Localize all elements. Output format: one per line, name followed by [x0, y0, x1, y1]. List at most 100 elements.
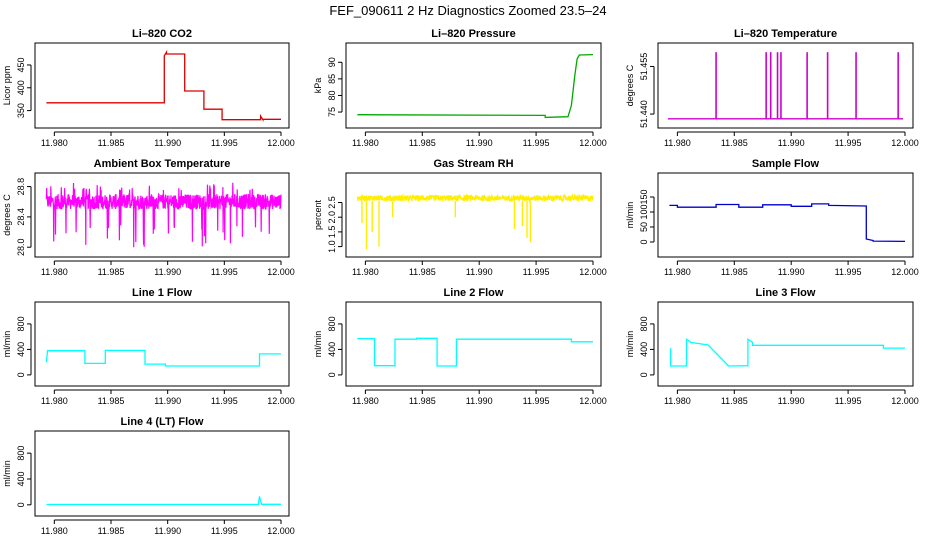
y-tick-label: 51.455 [639, 53, 649, 81]
x-tick-label: 11.990 [154, 526, 181, 536]
x-tick-label: 11.990 [778, 396, 805, 406]
plot-frame [345, 42, 602, 129]
y-tick-label: 28.8 [16, 178, 26, 196]
x-tick-label: 11.985 [409, 138, 436, 148]
plot-frame [34, 430, 290, 517]
y-tick-label: 2.5 [327, 196, 337, 209]
x-tick-label: 11.995 [211, 267, 238, 277]
x-tick-label: 11.995 [211, 526, 238, 536]
x-tick-label: 12.000 [267, 396, 295, 406]
y-axis-label: percent [313, 199, 323, 230]
y-tick-label: 150 [639, 189, 649, 204]
x-tick-label: 11.995 [211, 138, 238, 148]
chart-title: Ambient Box Temperature [94, 158, 231, 170]
plot-frame [657, 172, 914, 258]
y-axis-label: kPa [313, 78, 323, 94]
y-tick-label: 800 [639, 316, 649, 331]
series-noise-band [356, 193, 594, 204]
chart-panel-2: Li–820 Pressure 11.980 11.985 11.990 11.995 1… [313, 28, 607, 148]
y-tick-label: 0 [16, 372, 26, 377]
y-tick-label: 400 [327, 342, 337, 357]
plot-frame [345, 172, 602, 258]
x-tick-label: 11.985 [409, 396, 436, 406]
series-line-1 [669, 203, 906, 243]
chart-panel-10: Line 4 (LT) Flow 11.980 11.985 11.990 11.995… [2, 416, 295, 536]
chart-panel-6: Sample Flow 11.980 11.985 11.990 11.995 12.00… [625, 158, 919, 277]
x-tick-label: 11.990 [154, 396, 181, 406]
series-noise-band [45, 182, 282, 248]
plot-frame [34, 172, 290, 258]
x-tick-label: 11.990 [466, 267, 493, 277]
y-tick-label: 0 [16, 502, 26, 507]
x-tick-label: 11.980 [352, 396, 379, 406]
series-line-1 [357, 53, 594, 119]
y-tick-label: 75 [327, 107, 337, 117]
x-tick-label: 12.000 [267, 138, 295, 148]
series-line-1 [46, 496, 281, 506]
y-tick-label: 1.5 [327, 226, 337, 239]
chart-title: Li–820 Temperature [734, 28, 837, 40]
x-tick-label: 12.000 [579, 138, 607, 148]
x-tick-label: 11.980 [41, 396, 68, 406]
x-tick-label: 11.990 [466, 396, 493, 406]
y-tick-label: 0 [639, 372, 649, 377]
y-axis-label: ml/min [2, 460, 12, 487]
x-tick-label: 11.995 [835, 396, 862, 406]
y-tick-label: 80 [327, 90, 337, 100]
y-tick-label: 400 [16, 342, 26, 357]
y-tick-label: 800 [327, 316, 337, 331]
x-tick-label: 11.980 [352, 267, 379, 277]
chart-panel-3: Li–820 Temperature 11.980 11.985 11.990 11.9… [625, 28, 919, 148]
y-tick-label: 400 [16, 471, 26, 486]
y-axis-label: ml/min [313, 331, 323, 358]
y-tick-label: 400 [16, 80, 26, 95]
y-tick-label: 28.4 [16, 208, 26, 226]
chart-title: Sample Flow [752, 158, 820, 170]
x-tick-label: 11.985 [98, 526, 125, 536]
y-tick-label: 800 [16, 446, 26, 461]
chart-panel-8: Line 2 Flow 11.980 11.985 11.990 11.995 12.00… [313, 287, 607, 406]
x-tick-label: 11.985 [721, 267, 748, 277]
x-tick-label: 11.980 [41, 138, 68, 148]
x-tick-label: 11.995 [835, 267, 862, 277]
chart-panel-1: Li–820 CO2 11.980 11.985 11.990 11.995 12.000… [2, 28, 295, 148]
x-tick-label: 11.980 [41, 526, 68, 536]
y-tick-label: 100 [639, 204, 649, 219]
x-tick-label: 11.995 [211, 396, 238, 406]
y-axis-label: ml/min [625, 202, 635, 229]
y-axis-label: Licor ppm [2, 66, 12, 106]
y-tick-label: 400 [639, 342, 649, 357]
plot-frame [345, 301, 602, 387]
y-tick-label: 85 [327, 74, 337, 84]
x-tick-label: 11.990 [154, 138, 181, 148]
series-line-1 [45, 349, 281, 367]
y-tick-label: 0 [327, 372, 337, 377]
y-tick-label: 50 [639, 222, 649, 232]
chart-title: Line 1 Flow [132, 287, 192, 299]
chart-title: Line 2 Flow [444, 287, 504, 299]
x-tick-label: 12.000 [579, 267, 607, 277]
x-tick-label: 11.980 [664, 396, 691, 406]
x-tick-label: 12.000 [891, 396, 919, 406]
x-tick-label: 11.995 [835, 138, 862, 148]
x-tick-label: 11.980 [352, 138, 379, 148]
x-tick-label: 11.980 [41, 267, 68, 277]
chart-title: Li–820 Pressure [431, 28, 515, 40]
x-tick-label: 11.980 [664, 138, 691, 148]
y-tick-label: 800 [16, 316, 26, 331]
page-title: FEF_090611 2 Hz Diagnostics Zoomed 23.5–… [329, 3, 606, 18]
series-line-1 [357, 337, 593, 367]
x-tick-label: 11.980 [664, 267, 691, 277]
x-tick-label: 11.990 [466, 138, 493, 148]
x-tick-label: 11.985 [721, 396, 748, 406]
y-axis-label: ml/min [2, 331, 12, 358]
y-tick-label: 450 [16, 57, 26, 72]
x-tick-label: 11.985 [98, 138, 125, 148]
x-tick-label: 11.995 [523, 138, 550, 148]
x-tick-label: 11.985 [409, 267, 436, 277]
x-tick-label: 11.985 [721, 138, 748, 148]
y-tick-label: 350 [16, 103, 26, 118]
chart-panel-7: Line 1 Flow 11.980 11.985 11.990 11.995 12.00… [2, 287, 295, 406]
x-tick-label: 11.995 [523, 267, 550, 277]
